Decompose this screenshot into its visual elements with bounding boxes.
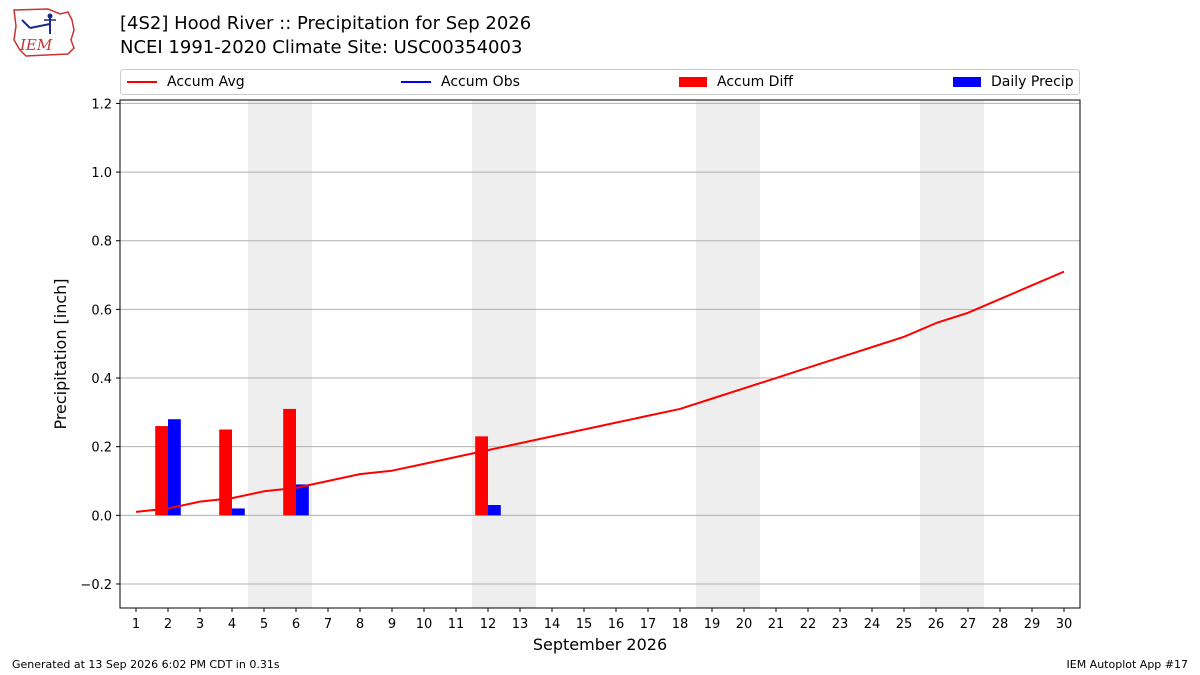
x-tick-label: 29 <box>1024 617 1041 632</box>
daily-precip-bar <box>488 505 501 516</box>
legend-label: Accum Obs <box>441 74 520 90</box>
x-tick-label: 20 <box>736 617 753 632</box>
x-tick-label: 23 <box>832 617 849 632</box>
x-tick-label: 19 <box>704 617 721 632</box>
y-tick-label: 1.0 <box>91 166 112 181</box>
legend-label: Accum Diff <box>717 74 794 90</box>
y-tick-label: −0.2 <box>80 578 112 593</box>
weekend-band <box>472 100 536 608</box>
y-tick-label: 1.2 <box>91 97 112 112</box>
weekend-band <box>696 100 760 608</box>
accum-diff-bar <box>283 408 296 516</box>
weekend-band <box>920 100 984 608</box>
daily-precip-bar <box>232 508 245 516</box>
x-tick-label: 2 <box>164 617 172 632</box>
x-tick-label: 3 <box>196 617 204 632</box>
x-tick-label: 22 <box>800 617 817 632</box>
y-tick-label: 0.2 <box>91 441 112 456</box>
legend-swatch <box>401 81 431 83</box>
legend-item-daily-precip: Daily Precip <box>953 70 1074 94</box>
x-tick-label: 24 <box>864 617 881 632</box>
y-tick-label: 0.8 <box>91 235 112 250</box>
daily-precip-bar <box>296 484 309 516</box>
legend-label: Accum Avg <box>167 74 245 90</box>
accum-diff-bar <box>155 426 168 516</box>
chart-title: [4S2] Hood River :: Precipitation for Se… <box>120 13 532 34</box>
x-tick-label: 17 <box>640 617 657 632</box>
y-axis-label: Precipitation [inch] <box>51 278 70 429</box>
legend-swatch <box>679 77 707 87</box>
legend-item-accum-diff: Accum Diff <box>679 70 793 94</box>
x-tick-label: 4 <box>228 617 236 632</box>
legend-item-accum-avg: Accum Avg <box>127 70 245 94</box>
x-tick-label: 9 <box>388 617 396 632</box>
x-tick-label: 14 <box>544 617 561 632</box>
accum-diff-bar <box>219 429 232 516</box>
x-tick-label: 30 <box>1056 617 1073 632</box>
x-tick-label: 12 <box>480 617 497 632</box>
iem-logo: IEM <box>13 8 75 57</box>
legend-item-accum-obs: Accum Obs <box>401 70 520 94</box>
weekend-band <box>248 100 312 608</box>
x-tick-label: 18 <box>672 617 689 632</box>
legend: Accum Avg Accum Obs Accum Diff Daily Pre… <box>120 69 1080 95</box>
footer-generated: Generated at 13 Sep 2026 6:02 PM CDT in … <box>12 658 280 671</box>
x-tick-label: 13 <box>512 617 529 632</box>
chart-subtitle: NCEI 1991-2020 Climate Site: USC00354003 <box>120 37 523 58</box>
x-axis-label: September 2026 <box>533 635 667 654</box>
x-tick-label: 28 <box>992 617 1009 632</box>
accum-avg-line <box>135 270 1065 513</box>
x-tick-label: 8 <box>356 617 364 632</box>
daily-precip-bar <box>168 419 181 516</box>
y-tick-label: 0.6 <box>91 303 112 318</box>
plot-frame <box>119 99 1081 609</box>
x-tick-label: 7 <box>324 617 332 632</box>
logo-text: IEM <box>19 36 53 54</box>
footer-app: IEM Autoplot App #17 <box>1066 658 1189 671</box>
x-tick-label: 25 <box>896 617 913 632</box>
x-tick-label: 21 <box>768 617 785 632</box>
x-tick-label: 6 <box>292 617 300 632</box>
x-tick-label: 1 <box>132 617 140 632</box>
x-tick-label: 27 <box>960 617 977 632</box>
y-tick-label: 0.0 <box>91 509 112 524</box>
x-tick-label: 5 <box>260 617 268 632</box>
x-tick-label: 10 <box>416 617 433 632</box>
legend-swatch <box>127 81 157 83</box>
x-tick-label: 15 <box>576 617 593 632</box>
y-tick-label: 0.4 <box>91 372 112 387</box>
x-tick-label: 11 <box>448 617 465 632</box>
x-tick-label: 26 <box>928 617 945 632</box>
accum-diff-bar <box>475 436 488 516</box>
x-tick-label: 16 <box>608 617 625 632</box>
legend-swatch <box>953 77 981 87</box>
legend-label: Daily Precip <box>991 74 1074 90</box>
